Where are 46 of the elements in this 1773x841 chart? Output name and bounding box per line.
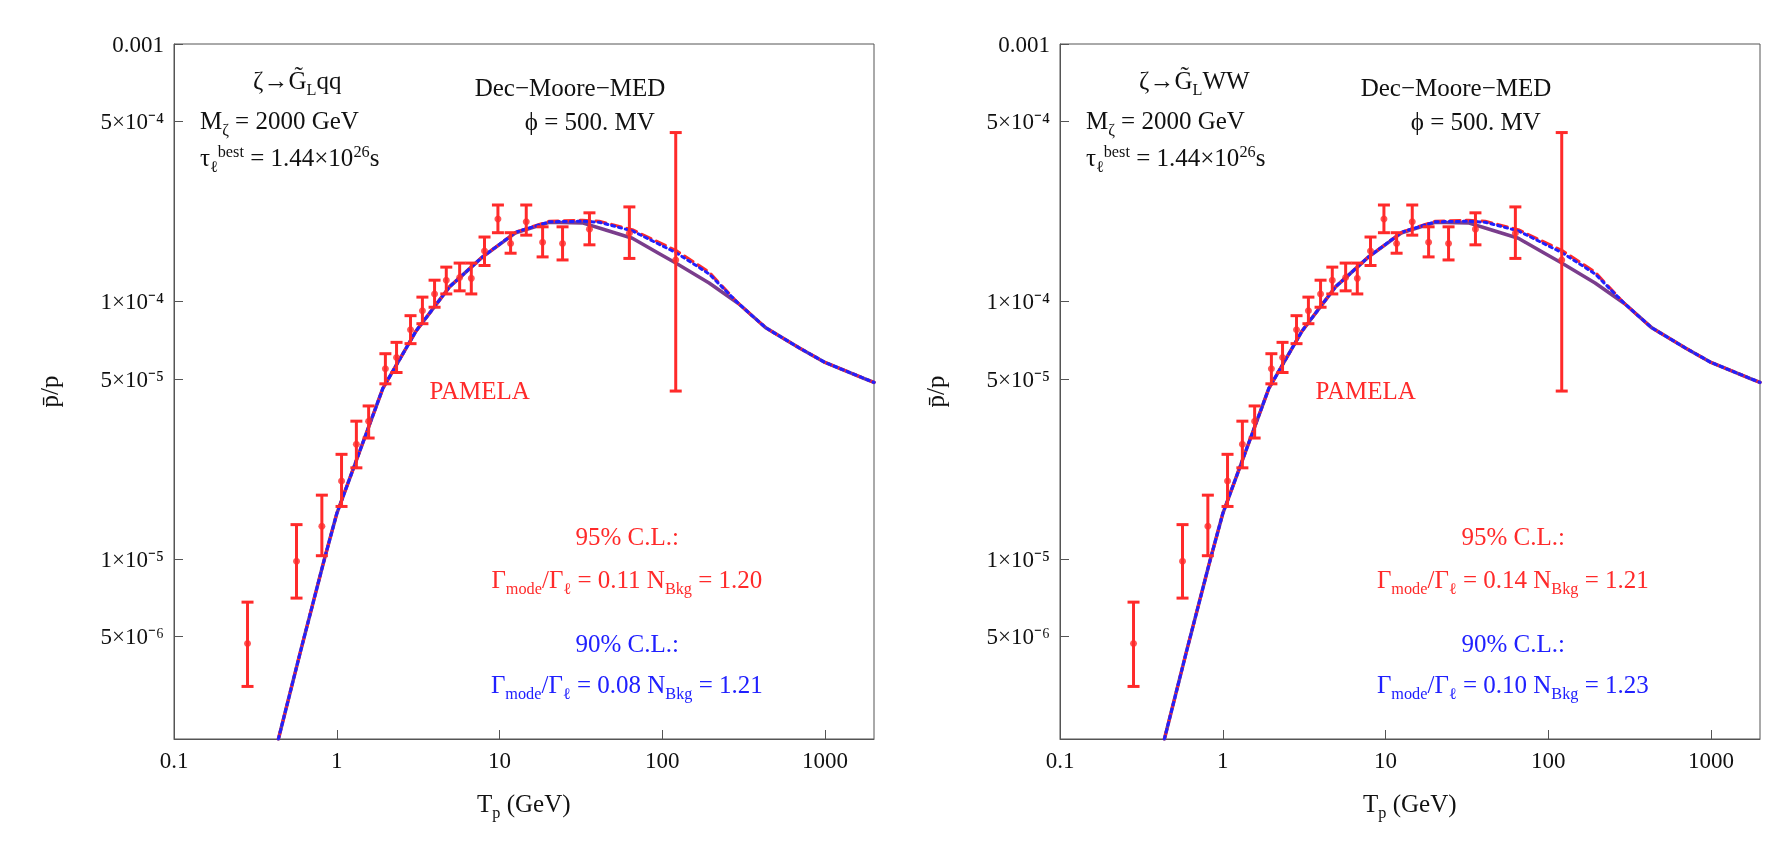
annotation: 95% C.L.: [1461, 523, 1565, 551]
y-tick-label: 1×10⁻⁵ [986, 546, 1050, 572]
series-label: PAMELA [429, 376, 530, 404]
annotation: ζ→G̃$_{L}$WW [1139, 66, 1250, 99]
y-tick-label: 1×10⁻⁴ [100, 289, 164, 315]
y-tick-label: 5×10⁻⁴ [986, 109, 1050, 135]
x-tick-label: 1000 [1688, 748, 1735, 773]
annotation: Dec−Moore−MED [474, 74, 666, 102]
x-tick-label: 0.1 [159, 748, 189, 773]
annotation: Γ$_{mode}$/Γ$_{ℓ}$ = 0.11 N$_{Bkg}$ = 1.20 [491, 565, 763, 598]
annotation: M$_{ζ}$ = 2000 GeV [199, 107, 359, 140]
x-tick-label: 1 [331, 748, 343, 773]
annotation: Γ$_{mode}$/Γ$_{ℓ}$ = 0.08 N$_{Bkg}$ = 1.21 [490, 670, 763, 703]
annotation: τ$_{ℓ}$$^{best}$ = 1.44×10$^{26}$s [199, 143, 380, 177]
annotation: ϕ = 500. MV [524, 108, 655, 136]
annotation: M$_{ζ}$ = 2000 GeV [1085, 107, 1245, 140]
y-tick-label: 5×10⁻⁵ [986, 366, 1050, 392]
y-tick-label: 0.001 [998, 31, 1050, 57]
y-axis-title: p̄/p [36, 375, 64, 408]
x-axis-title: T$_{p}$ (GeV) [1363, 790, 1457, 822]
annotation: Dec−Moore−MED [1360, 74, 1552, 102]
y-tick-label: 5×10⁻⁴ [100, 109, 164, 135]
y-tick-label: 1×10⁻⁴ [986, 289, 1050, 315]
annotation: ζ→G̃$_{L}$qq [253, 66, 342, 99]
x-tick-label: 1 [1217, 748, 1229, 773]
annotation: Γ$_{mode}$/Γ$_{ℓ}$ = 0.14 N$_{Bkg}$ = 1.21 [1376, 565, 1649, 598]
x-tick-label: 100 [1531, 748, 1566, 773]
y-tick-label: 1×10⁻⁵ [100, 546, 164, 572]
annotation: τ$_{ℓ}$$^{best}$ = 1.44×10$^{26}$s [1085, 143, 1266, 177]
annotation: Γ$_{mode}$/Γ$_{ℓ}$ = 0.10 N$_{Bkg}$ = 1.23 [1376, 670, 1649, 703]
y-tick-label: 0.001 [112, 31, 164, 57]
y-tick-label: 5×10⁻⁶ [100, 624, 164, 650]
x-tick-label: 0.1 [1045, 748, 1075, 773]
series-label: PAMELA [1315, 376, 1416, 404]
y-tick-label: 5×10⁻⁵ [100, 366, 164, 392]
x-tick-label: 10 [1374, 748, 1397, 773]
y-tick-label: 5×10⁻⁶ [986, 624, 1050, 650]
annotation: 95% C.L.: [575, 523, 679, 551]
annotation: 90% C.L.: [1461, 630, 1565, 658]
annotation: ϕ = 500. MV [1410, 108, 1541, 136]
x-axis-title: T$_{p}$ (GeV) [477, 790, 571, 822]
annotation: 90% C.L.: [575, 630, 679, 658]
x-tick-label: 1000 [802, 748, 849, 773]
y-axis-title: p̄/p [922, 375, 950, 408]
x-tick-label: 10 [488, 748, 511, 773]
x-tick-label: 100 [645, 748, 680, 773]
